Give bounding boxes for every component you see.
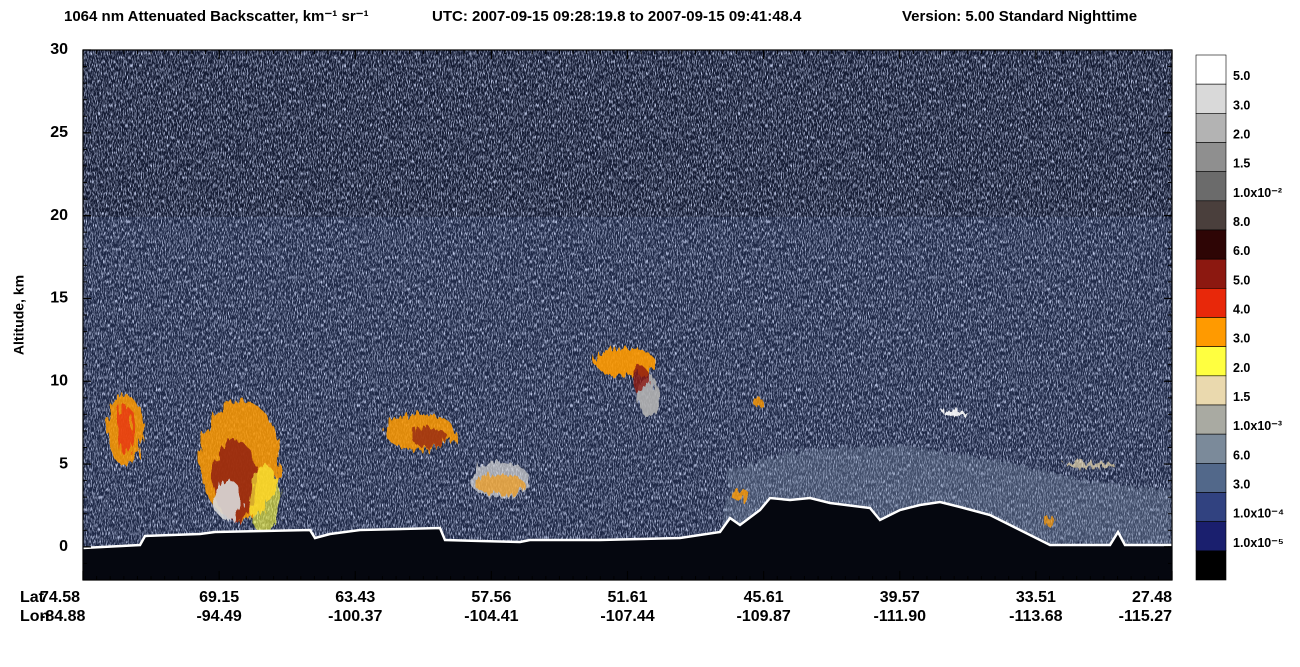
chart-title: 1064 nm Attenuated Backscatter, km⁻¹ sr⁻…: [64, 8, 369, 25]
y-tick-label: 10: [50, 372, 68, 389]
version: Version: 5.00 Standard Nighttime: [902, 8, 1137, 25]
colorbar-swatch: [1195, 375, 1227, 406]
lat-label: 74.58: [40, 589, 80, 606]
colorbar-swatch: [1195, 463, 1227, 493]
lat-label: 57.56: [471, 589, 511, 606]
lon-label: -94.49: [196, 608, 241, 625]
colorbar-swatch: [1195, 550, 1227, 581]
colorbar-label: 1.0x10⁻²: [1233, 186, 1282, 200]
colorbar-swatch: [1195, 229, 1227, 260]
colorbar-label: 3.0: [1233, 98, 1250, 112]
colorbar-label: 8.0: [1233, 215, 1250, 229]
lon-label: -100.37: [328, 608, 382, 625]
colorbar-label: 3.0: [1233, 332, 1250, 346]
x-row-label: Lat: [20, 589, 45, 606]
lon-label: -104.41: [464, 608, 518, 625]
lon-label: -84.88: [40, 608, 85, 625]
colorbar-swatch: [1195, 54, 1227, 85]
colorbar-swatch: [1195, 521, 1227, 552]
y-axis-label: Altitude, km: [11, 275, 27, 355]
colorbar-swatch: [1195, 171, 1227, 202]
time-range: UTC: 2007-09-15 09:28:19.8 to 2007-09-15…: [432, 8, 802, 25]
lat-label: 27.48: [1132, 589, 1172, 606]
lat-label: 63.43: [335, 589, 375, 606]
colorbar-label: 1.5: [1233, 390, 1250, 404]
colorbar-swatch: [1195, 404, 1227, 435]
lon-label: -115.27: [1119, 608, 1172, 625]
y-tick-label: 0: [59, 538, 68, 555]
colorbar-label: 2.0: [1233, 361, 1250, 375]
colorbar-swatch: [1195, 346, 1227, 377]
colorbar-swatch: [1195, 258, 1227, 289]
y-tick-label: 30: [50, 41, 68, 58]
lon-label: -107.44: [600, 608, 654, 625]
colorbar-swatch: [1195, 317, 1227, 347]
lat-label: 69.15: [199, 589, 239, 606]
colorbar-swatch: [1195, 200, 1227, 231]
surface-return: [83, 496, 1172, 550]
lon-label: -111.90: [874, 608, 927, 625]
colorbar-label: 5.0: [1233, 273, 1250, 287]
lat-label: 51.61: [607, 589, 647, 606]
y-tick-label: 25: [50, 124, 68, 141]
colorbar-swatch: [1195, 433, 1227, 464]
y-tick-label: 5: [59, 455, 68, 472]
lat-label: 33.51: [1016, 589, 1056, 606]
subsurface: [83, 498, 1172, 580]
lat-label: 39.57: [880, 589, 920, 606]
lon-label: -109.87: [736, 608, 790, 625]
lon-label: -113.68: [1009, 608, 1062, 625]
colorbar-label: 4.0: [1233, 303, 1250, 317]
colorbar-label: 1.0x10⁻⁵: [1233, 536, 1284, 550]
colorbar-label: 6.0: [1233, 244, 1250, 258]
colorbar-swatch: [1195, 288, 1227, 318]
y-tick-label: 20: [50, 207, 68, 224]
colorbar-label: 3.0: [1233, 478, 1250, 492]
colorbar-label: 5.0: [1233, 69, 1250, 83]
colorbar-swatch: [1195, 492, 1227, 522]
curtain: [83, 50, 1172, 580]
y-tick-label: 15: [50, 290, 68, 307]
x-row-label: Lon: [20, 608, 49, 625]
lat-label: 45.61: [744, 589, 784, 606]
colorbar-label: 1.5: [1233, 157, 1250, 171]
colorbar-swatch: [1195, 142, 1227, 172]
colorbar-label: 1.0x10⁻⁴: [1233, 507, 1284, 521]
clouds: [107, 348, 1115, 535]
colorbar-label: 6.0: [1233, 448, 1250, 462]
colorbar-swatch: [1195, 113, 1227, 143]
colorbar-label: 2.0: [1233, 128, 1250, 142]
colorbar-label: 1.0x10⁻³: [1233, 419, 1282, 433]
colorbar-swatch: [1195, 83, 1227, 114]
